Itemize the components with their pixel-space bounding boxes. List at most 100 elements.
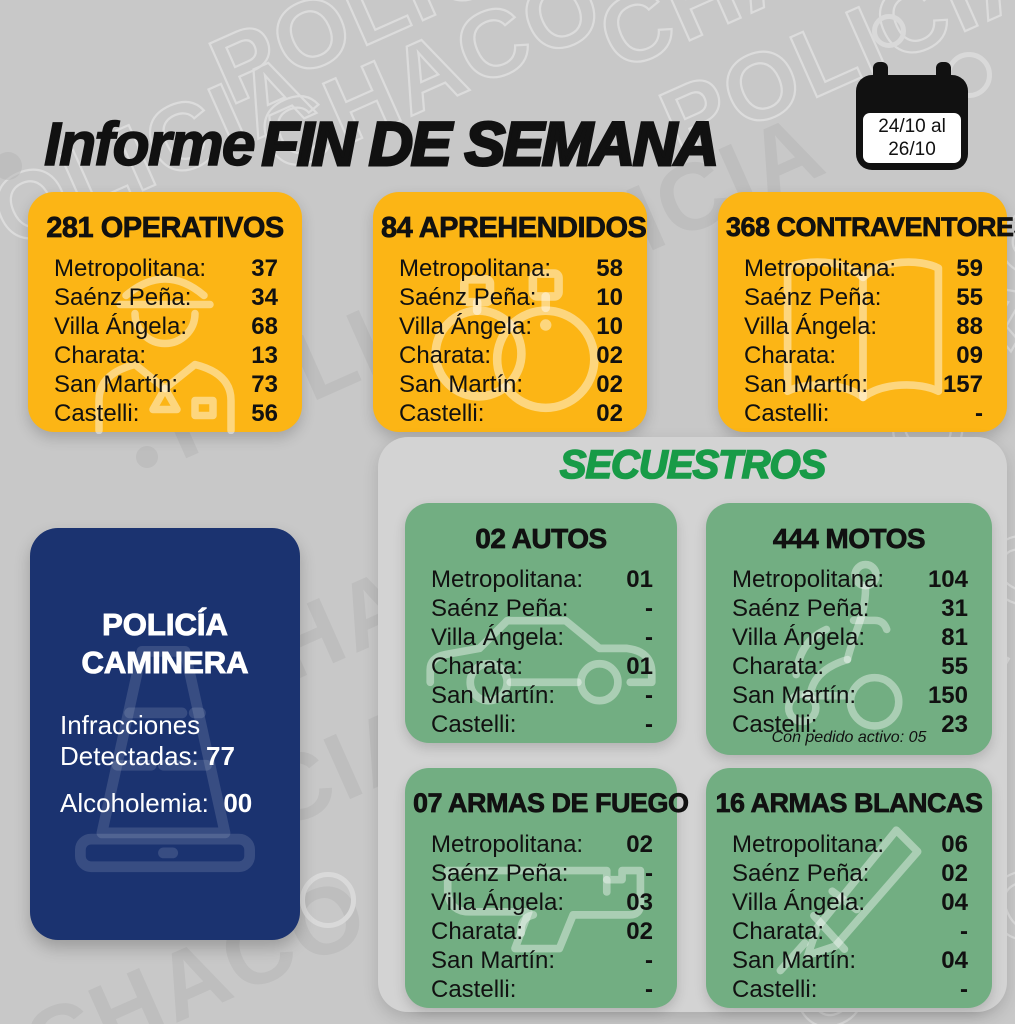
region-label: Villa Ángela: <box>744 313 877 340</box>
caminera-title: POLICÍA CAMINERA <box>30 606 300 682</box>
police-officer-icon <box>95 275 235 434</box>
stat-row: Saénz Peña: 55 <box>744 283 983 312</box>
watermark-ring <box>872 14 906 48</box>
region-label: San Martín: <box>399 371 524 398</box>
date-range: 24/10 al 26/10 <box>863 113 961 163</box>
car-icon <box>426 616 656 705</box>
card-motos: 444 MOTOS Metropolitana: 104 Saénz Peña: 31… <box>706 503 992 755</box>
region-label: Villa Ángela: <box>54 313 187 340</box>
calendar-icon: 24/10 al 26/10 <box>856 62 968 170</box>
region-value: - <box>645 947 653 974</box>
region-value: 04 <box>941 889 968 916</box>
region-value: 37 <box>251 255 278 282</box>
infracciones-label: Detectadas: <box>60 741 199 771</box>
region-value: 09 <box>956 342 983 369</box>
watermark-ring <box>300 872 356 928</box>
alcoholemia-value: 00 <box>223 788 253 818</box>
stat-row: San Martín: 02 <box>399 370 623 399</box>
region-label: Saénz Peña: <box>431 860 569 887</box>
stats-list: Metropolitana: 59 Saénz Peña: 55 Villa Ángel… <box>744 254 983 428</box>
region-value: 104 <box>927 566 968 593</box>
region-label: Castelli: <box>399 400 485 427</box>
stat-row: San Martín: - <box>431 681 653 710</box>
region-label: Metropolitana: <box>732 831 885 858</box>
region-label: San Martín: <box>744 371 869 398</box>
stat-row: Castelli: - <box>431 975 653 1004</box>
region-value: - <box>975 400 983 427</box>
stat-row: Saénz Peña: 02 <box>732 859 968 888</box>
infracciones-value: 77 <box>205 741 235 771</box>
region-label: Villa Ángela: <box>399 313 532 340</box>
stat-row: Castelli: - <box>744 399 983 428</box>
stat-row: Metropolitana: 06 <box>732 830 968 859</box>
region-value: 02 <box>626 918 653 945</box>
stat-row: San Martín: 04 <box>732 946 968 975</box>
region-label: Saénz Peña: <box>431 595 569 622</box>
region-label: Saénz Peña: <box>732 595 870 622</box>
stat-row: Villa Ángela: - <box>431 623 653 652</box>
card-title: 281 OPERATIVOS <box>46 212 285 245</box>
alcoholemia-label: Alcoholemia: <box>60 788 209 818</box>
stat-row: Charata: 01 <box>431 652 653 681</box>
region-label: Metropolitana: <box>399 255 552 282</box>
motos-footnote: Con pedido activo: 05 <box>771 729 927 746</box>
region-value: 10 <box>596 313 623 340</box>
stat-row: Metropolitana: 02 <box>431 830 653 859</box>
stats-list: Metropolitana: 06 Saénz Peña: 02 Villa Ángel… <box>732 830 968 1004</box>
stat-row: Metropolitana: 58 <box>399 254 623 283</box>
infracciones-stat: Infracciones Detectadas: 77 <box>60 710 235 772</box>
region-value: - <box>960 976 968 1003</box>
stat-row: Castelli: - <box>732 975 968 1004</box>
stat-row: Saénz Peña: 34 <box>54 283 278 312</box>
region-label: Charata: <box>54 342 147 369</box>
region-label: Charata: <box>431 918 524 945</box>
region-value: 34 <box>251 284 278 311</box>
stat-row: Metropolitana: 37 <box>54 254 278 283</box>
stat-row: Metropolitana: 59 <box>744 254 983 283</box>
region-value: 31 <box>941 595 968 622</box>
alcoholemia-stat: Alcoholemia: 00 <box>60 788 252 819</box>
card-armas-de-fuego: 07 ARMAS DE FUEGO Metropolitana: 02 Saénz … <box>405 768 689 1008</box>
region-value: 59 <box>956 255 983 282</box>
page-title: Informe FIN DE SEMANA <box>43 109 720 180</box>
secuestros-title: SECUESTROS <box>559 442 827 488</box>
card-title: 368 CONTRAVENTORES <box>726 212 1015 243</box>
traffic-cone-icon <box>74 646 255 873</box>
region-label: Villa Ángela: <box>732 624 865 651</box>
stat-row: Castelli: - <box>431 710 653 739</box>
stat-row: Villa Ángela: 04 <box>732 888 968 917</box>
stat-row: Charata: - <box>732 917 968 946</box>
card-title: 16 ARMAS BLANCAS <box>715 788 983 819</box>
stat-row: Charata: 13 <box>54 341 278 370</box>
watermark-ring <box>0 152 22 180</box>
region-label: Saénz Peña: <box>54 284 192 311</box>
stat-row: Metropolitana: 104 <box>732 565 968 594</box>
region-label: Metropolitana: <box>54 255 207 282</box>
region-label: San Martín: <box>431 947 556 974</box>
infracciones-word: Infracciones <box>60 710 201 740</box>
stat-row: Villa Ángela: 68 <box>54 312 278 341</box>
stat-row: Castelli: 23 <box>732 710 968 739</box>
stat-row: Saénz Peña: 31 <box>732 594 968 623</box>
knife-icon <box>776 826 922 975</box>
region-value: 02 <box>596 400 623 427</box>
stat-row: Charata: 55 <box>732 652 968 681</box>
stat-row: San Martín: 150 <box>732 681 968 710</box>
region-value: 157 <box>942 371 983 398</box>
region-label: Villa Ángela: <box>431 889 564 916</box>
stat-row: San Martín: 157 <box>744 370 983 399</box>
region-label: Saénz Peña: <box>744 284 882 311</box>
card-title: 02 AUTOS <box>475 523 608 555</box>
date-range-line2: 26/10 <box>888 139 936 160</box>
stats-list: Metropolitana: 58 Saénz Peña: 10 Villa Ángel… <box>399 254 623 428</box>
handcuffs-icon <box>431 269 599 413</box>
region-value: 150 <box>927 682 968 709</box>
region-label: Castelli: <box>732 976 818 1003</box>
stat-row: Saénz Peña: 10 <box>399 283 623 312</box>
region-value: - <box>645 624 653 651</box>
card-title: 84 APREHENDIDOS <box>381 212 648 245</box>
region-label: San Martín: <box>54 371 179 398</box>
region-value: 03 <box>626 889 653 916</box>
stat-row: Villa Ángela: 03 <box>431 888 653 917</box>
